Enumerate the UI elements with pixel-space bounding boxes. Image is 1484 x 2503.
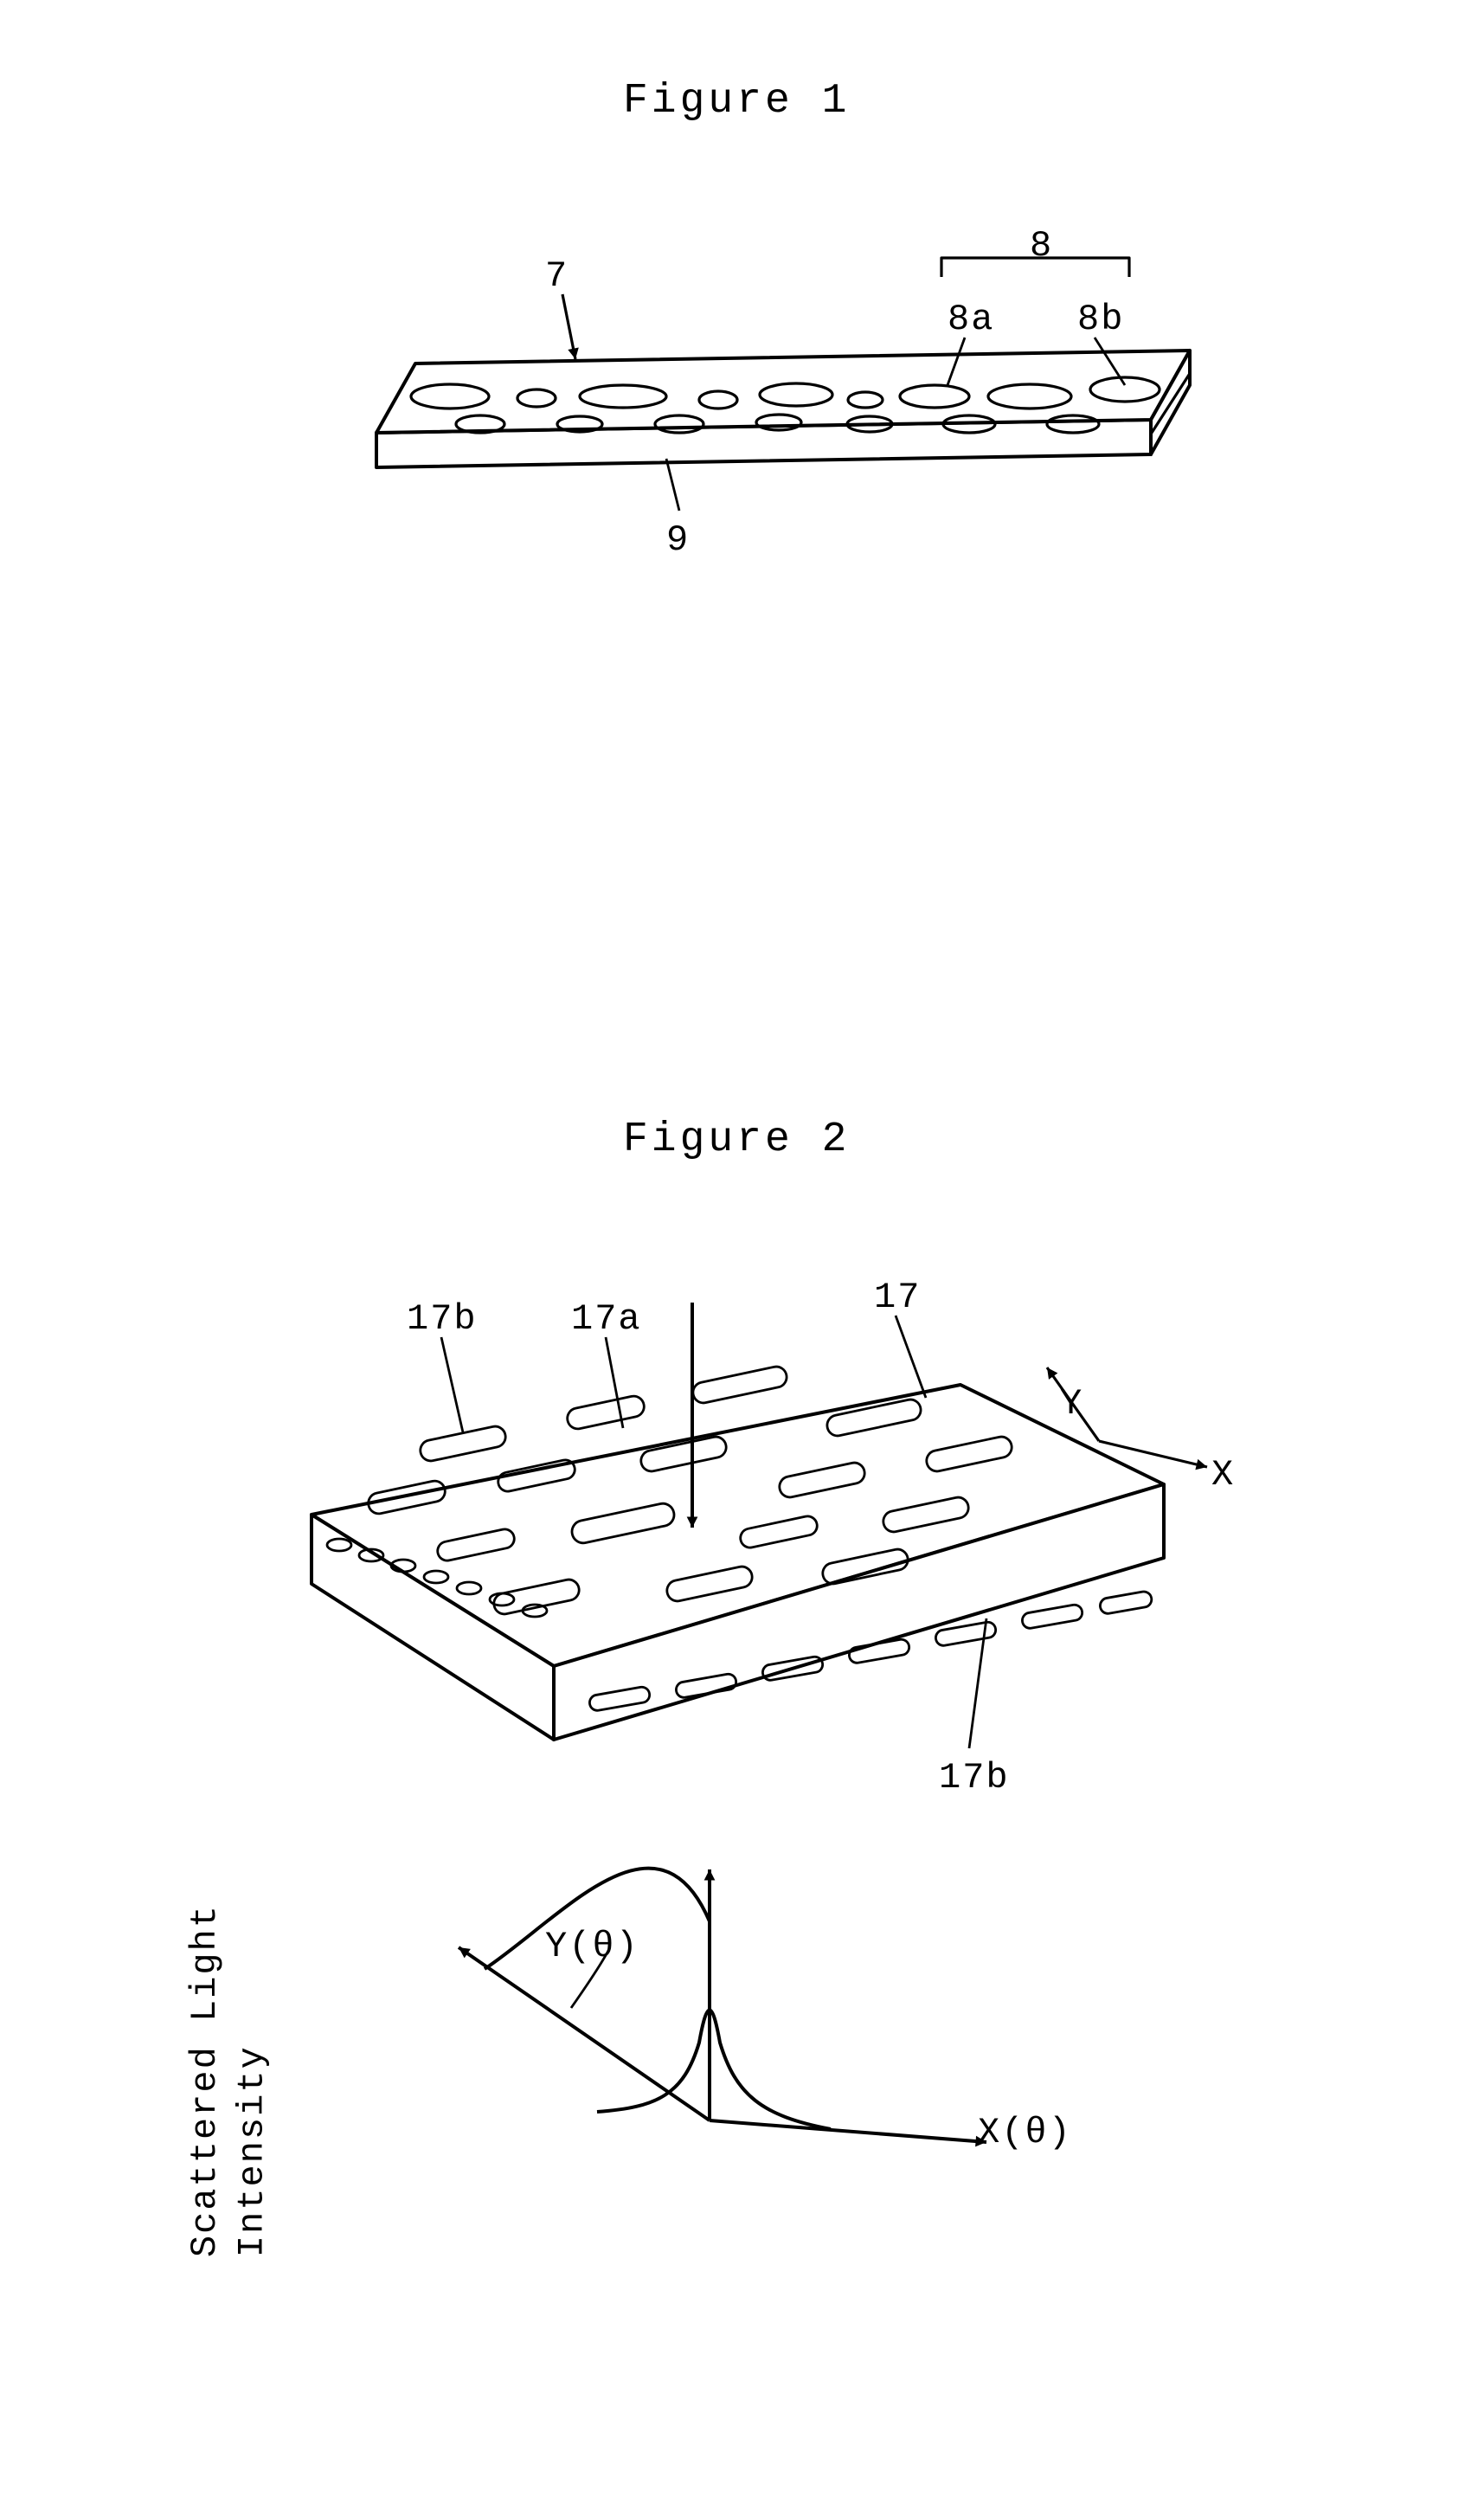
figure2-diagram xyxy=(0,0,1484,2503)
page: Figure 1 7 8 8a 8b 9 Figure 2 17b 17a 17… xyxy=(0,0,1484,2503)
